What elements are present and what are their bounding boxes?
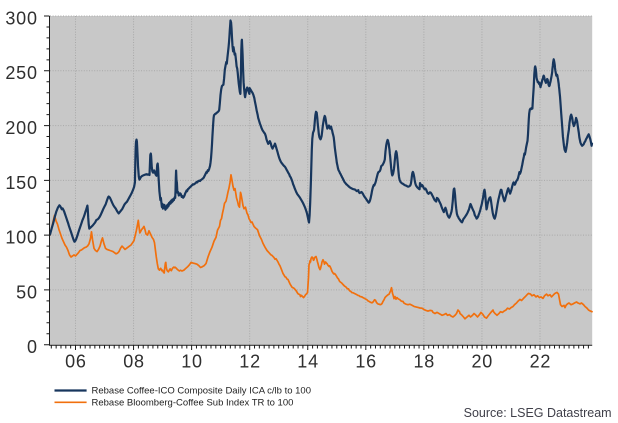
svg-text:200: 200 — [5, 118, 37, 138]
svg-text:150: 150 — [5, 173, 37, 193]
svg-text:0: 0 — [27, 337, 38, 357]
svg-text:06: 06 — [65, 352, 87, 372]
svg-text:08: 08 — [123, 352, 145, 372]
svg-text:Rebase Coffee-ICO Composite Da: Rebase Coffee-ICO Composite Daily ICA c/… — [92, 386, 311, 397]
svg-text:Source: LSEG Datastream: Source: LSEG Datastream — [464, 406, 612, 420]
svg-text:16: 16 — [355, 352, 377, 372]
svg-text:10: 10 — [181, 352, 203, 372]
svg-text:18: 18 — [413, 352, 435, 372]
svg-text:22: 22 — [530, 352, 552, 372]
svg-text:12: 12 — [239, 352, 261, 372]
svg-text:100: 100 — [5, 228, 37, 248]
svg-text:300: 300 — [5, 8, 37, 28]
svg-text:Rebase Bloomberg-Coffee Sub In: Rebase Bloomberg-Coffee Sub Index TR to … — [92, 398, 294, 409]
svg-text:250: 250 — [5, 63, 37, 83]
svg-text:50: 50 — [16, 282, 38, 302]
svg-text:20: 20 — [471, 352, 493, 372]
svg-text:14: 14 — [297, 352, 319, 372]
